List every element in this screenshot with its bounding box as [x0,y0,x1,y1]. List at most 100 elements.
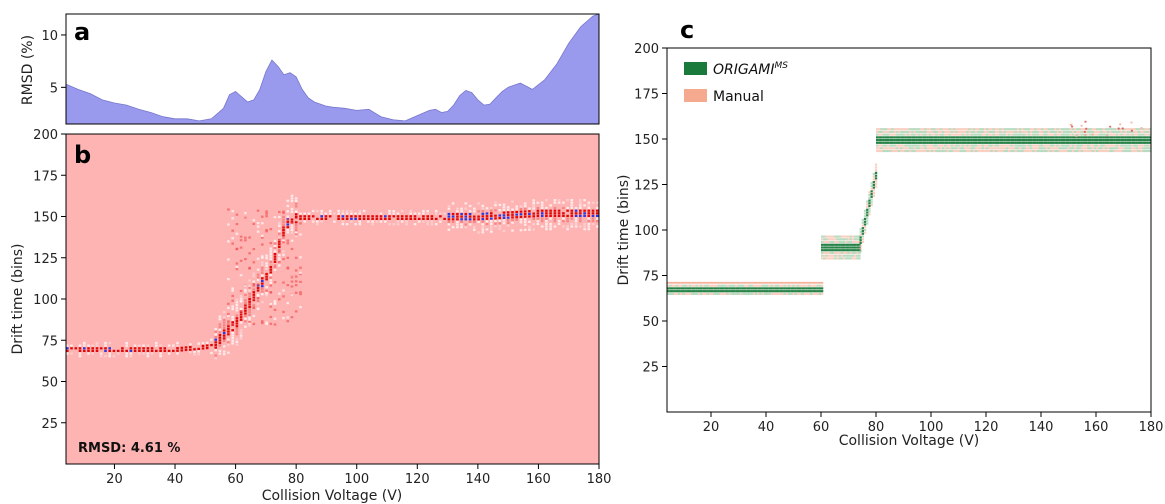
c-heat-cell [994,149,998,153]
c-heat-cell [1137,139,1141,142]
c-heat-cell [1003,147,1006,150]
b-heat-cell [256,307,260,310]
b-heat-cell [460,223,463,226]
b-heat-cell [273,308,277,311]
b-heat-cell [358,220,362,223]
c-heat-cell [1087,133,1090,136]
b-heat-cell [244,216,247,219]
c-heat-cell [671,292,674,295]
b-background [66,134,599,464]
c-heat-cell [1096,141,1099,144]
c-heat-cell [805,284,808,287]
c-heat-cell [859,250,862,253]
b-heat-cell [286,204,290,208]
b-heat-cell [570,217,574,220]
c-heat-cell [959,144,962,147]
c-heat-cell [926,139,929,142]
b-heat-cell [138,347,141,350]
c-heat-cell [1113,133,1116,136]
b-heat-cell [227,223,230,226]
c-heat-cell [1140,130,1143,133]
b-heat-cell [536,217,540,220]
c-heat-cell [816,292,819,295]
b-heat-cell [104,341,107,345]
b-heat-cell [252,288,256,291]
c-heat-cell [924,149,927,153]
c-heat-cell [1104,141,1108,144]
c-heat-cell [1060,139,1064,142]
c-heat-cell [948,130,951,133]
c-heat-cell [933,128,936,131]
b-heat-cell [494,214,497,217]
c-heat-cell [968,128,971,131]
c-heat-cell [994,128,998,131]
b-heat-cell [303,220,306,223]
c-heat-cell [906,128,910,131]
c-heat-cell [928,149,932,153]
c-heat-cell [1137,141,1141,144]
c-heat-cell [1065,133,1068,136]
b-heat-cell [159,344,162,347]
c-heat-cell [761,281,764,284]
b-heat-cell [523,205,527,208]
b-heat-cell [294,202,298,205]
c-heat-cell [856,240,859,244]
b-heat-cell [95,349,99,352]
c-heat-cell [1109,139,1112,142]
b-y-tick-label: 25 [41,417,58,432]
b-heat-cell [354,223,357,226]
b-heat-cell [290,223,294,226]
c-heat-cell [726,281,729,284]
b-heat-cell [532,223,535,226]
c-heat-cell [818,290,822,293]
b-heat-cell [278,298,281,301]
b-heat-cell [294,231,298,234]
b-heat-cell [587,228,591,231]
b-heat-cell [587,217,591,220]
b-heat-cell [337,215,340,218]
b-heat-cell [579,206,582,210]
c-heat-cell [893,128,896,131]
c-heat-cell [1115,139,1119,142]
b-heat-cell [239,239,243,242]
c-heat-cell [840,246,844,249]
c-heat-cell [944,147,947,150]
c-heat-cell [1091,139,1094,142]
c-heat-cell [814,290,817,293]
b-heat-cell [248,284,251,287]
b-heat-cell [278,245,281,249]
c-heat-cell [1030,141,1033,144]
c-heat-cell [1135,130,1138,133]
b-heat-cell [532,212,535,215]
a-y-axis-label: RMSD (%) [20,35,36,105]
b-heat-cell [99,352,103,355]
c-heat-cell [1093,144,1097,147]
c-heat-cell [895,147,899,150]
c-heat-cell [788,292,791,295]
c-heat-cell [719,290,723,293]
c-heat-cell [825,257,828,260]
b-heat-cell [523,215,527,218]
c-heat-cell [1091,130,1094,133]
b-heat-cell [210,338,213,341]
c-heat-cell [678,284,681,287]
c-heat-cell [1012,149,1015,153]
c-heat-cell [680,292,683,295]
c-heat-cell [843,246,846,249]
c-heat-cell [999,141,1002,144]
c-heat-cell [667,287,670,290]
c-heat-cell [880,147,883,150]
c-heat-cell [1133,144,1136,147]
c-heat-cell [1146,141,1149,144]
b-heat-cell [227,322,230,326]
c-heat-cell [900,149,903,153]
c-heat-cell [1043,128,1046,131]
c-heat-cell [1120,128,1123,131]
b-y-tick-label: 200 [33,128,58,143]
c-heat-cell [863,228,867,231]
c-heat-cell [904,141,907,144]
c-heat-cell [678,281,681,284]
b-heat-cell [218,315,222,318]
c-heat-cell [1074,147,1077,150]
c-heat-cell [1058,128,1061,131]
